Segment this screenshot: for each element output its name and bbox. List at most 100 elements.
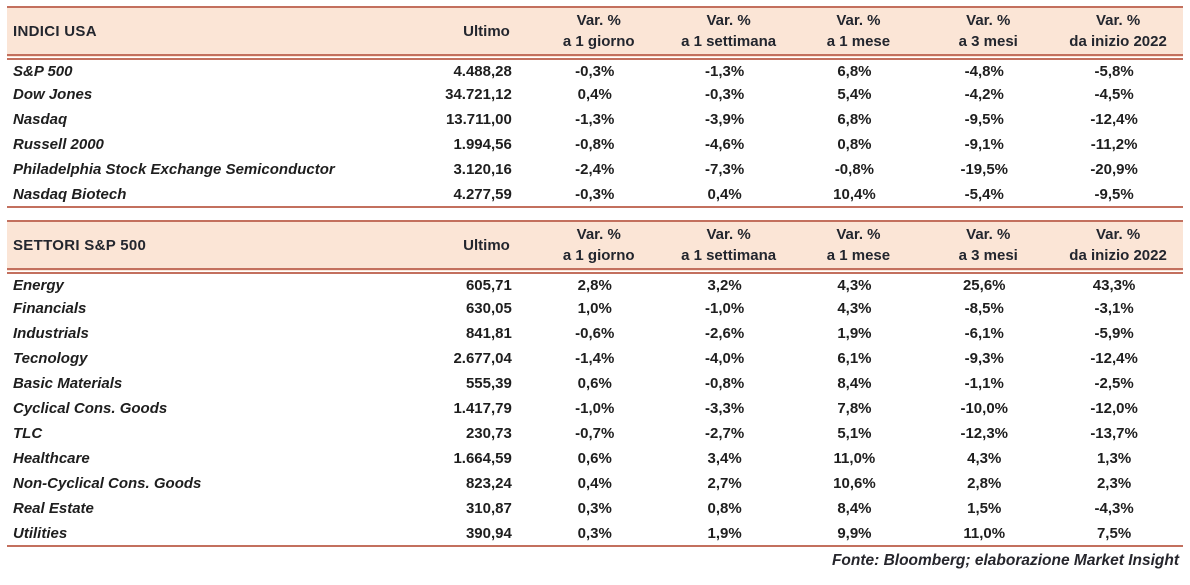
period-label: a 1 giorno (562, 33, 635, 50)
var-value: 4,3% (837, 300, 872, 317)
ultimo-value: 841,81 (465, 325, 512, 342)
var-value: 5,4% (837, 86, 872, 103)
period-label: a 3 mesi (958, 247, 1018, 264)
ultimo-value: 390,94 (465, 524, 512, 542)
var-value: 2,8% (577, 276, 612, 294)
table-row: Dow Jones 34.721,12 0,4% -0,3% 5,4% -4,2% -4,5… (7, 82, 1183, 107)
var-value: -3,3% (704, 400, 745, 417)
var-3-mesi-column-header: Var. % a 3 mesi (923, 7, 1054, 60)
var-value: -5,8% (1094, 62, 1134, 80)
var-value: 7,8% (837, 400, 872, 417)
period-label: a 3 mesi (958, 33, 1018, 50)
var-value: 10,4% (833, 185, 876, 203)
var-value: -20,9% (1090, 161, 1138, 178)
row-label: Basic Materials (13, 375, 123, 392)
var-value: 2,7% (707, 475, 742, 492)
row-label: Dow Jones (13, 86, 93, 103)
period-label: da inizio 2022 (1069, 247, 1167, 264)
table-row: Tecnology 2.677,04 -1,4% -4,0% 6,1% -9,3% -12,… (7, 346, 1183, 371)
period-label: a 1 mese (826, 33, 891, 50)
ultimo-value: 3.120,16 (453, 161, 512, 178)
var-label: Var. % (576, 226, 621, 243)
var-value: 0,3% (577, 500, 612, 517)
var-value: -2,7% (704, 425, 745, 442)
ultimo-value: 555,39 (465, 375, 512, 392)
row-label: Nasdaq Biotech (13, 185, 127, 203)
row-label: Utilities (13, 524, 68, 542)
var-value: -7,3% (704, 161, 745, 178)
header-row: SETTORI S&P 500 Ultimo Var. % a 1 giorno… (7, 221, 1183, 274)
var-value: 6,8% (837, 62, 872, 80)
var-value: -1,0% (704, 300, 745, 317)
row-label: Real Estate (13, 500, 94, 517)
var-label: Var. % (706, 226, 751, 243)
row-label: TLC (13, 425, 43, 442)
row-label: Financials (13, 300, 87, 317)
var-label: Var. % (576, 12, 621, 29)
var-value: -0,7% (575, 425, 615, 442)
table-row: Healthcare 1.664,59 0,6% 3,4% 11,0% 4,3% 1,3% (7, 446, 1183, 471)
ultimo-value: 1.664,59 (453, 450, 512, 467)
var-value: -1,4% (575, 350, 615, 367)
ultimo-value: 230,73 (465, 425, 512, 442)
var-value: 10,6% (833, 475, 876, 492)
var-value: -2,6% (704, 325, 745, 342)
var-3-mesi-column-header: Var. % a 3 mesi (923, 221, 1054, 274)
table-row: Non-Cyclical Cons. Goods 823,24 0,4% 2,7% 10… (7, 471, 1183, 496)
period-label: a 1 giorno (562, 247, 635, 264)
var-value: -10,0% (960, 400, 1008, 417)
var-value: -0,3% (575, 62, 615, 80)
var-value: -0,8% (704, 375, 745, 392)
period-label: a 1 settimana (681, 33, 777, 50)
var-value: -0,8% (834, 161, 874, 178)
var-value: -0,8% (575, 136, 615, 153)
var-label: Var. % (706, 12, 751, 29)
var-1-giorno-column-header: Var. % a 1 giorno (533, 221, 664, 274)
var-value: 0,4% (707, 185, 742, 203)
var-label: Var. % (966, 226, 1011, 243)
table-row: Real Estate 310,87 0,3% 0,8% 8,4% 1,5% -4,3% (7, 496, 1183, 521)
table-title-indici-usa: INDICI USA (7, 7, 387, 60)
table-row: Nasdaq Biotech 4.277,59 -0,3% 0,4% 10,4% -5,4… (7, 182, 1183, 207)
table-row: S&P 500 4.488,28 -0,3% -1,3% 6,8% -4,8% -5,8% (7, 57, 1183, 82)
var-value: 7,5% (1096, 524, 1132, 542)
ultimo-value: 13.711,00 (445, 111, 512, 128)
ultimo-value: 310,87 (465, 500, 512, 517)
var-value: -3,1% (1094, 300, 1134, 317)
row-label: Russell 2000 (13, 136, 104, 153)
var-label: Var. % (836, 12, 881, 29)
var-value: -12,0% (1090, 400, 1138, 417)
table-row: TLC 230,73 -0,7% -2,7% 5,1% -12,3% -13,7% (7, 421, 1183, 446)
var-inizio-2022-column-header: Var. % da inizio 2022 (1053, 7, 1183, 60)
var-1-giorno-column-header: Var. % a 1 giorno (533, 7, 664, 60)
var-value: 1,9% (837, 325, 872, 342)
var-1-settimana-column-header: Var. % a 1 settimana (663, 7, 794, 60)
var-value: 4,3% (837, 276, 872, 294)
row-label: Cyclical Cons. Goods (13, 400, 168, 417)
row-label: Tecnology (13, 350, 88, 367)
table-row: Russell 2000 1.994,56 -0,8% -4,6% 0,8% -9,1% -… (7, 132, 1183, 157)
var-value: 0,4% (577, 475, 612, 492)
var-label: Var. % (1095, 12, 1141, 29)
var-value: -1,1% (964, 375, 1004, 392)
var-value: 6,1% (837, 350, 872, 367)
table-row: Cyclical Cons. Goods 1.417,79 -1,0% -3,3% 7,… (7, 396, 1183, 421)
var-value: 1,5% (967, 500, 1002, 517)
indici-usa-body: S&P 500 4.488,28 -0,3% -1,3% 6,8% -4,8% -5,8% D… (7, 57, 1183, 207)
var-value: 11,0% (963, 524, 1006, 542)
var-value: -4,5% (1094, 86, 1134, 103)
indici-usa-table: INDICI USA Ultimo Var. % a 1 giorno Var.… (7, 6, 1183, 208)
var-value: 43,3% (1092, 276, 1136, 294)
period-label: a 1 settimana (681, 247, 777, 264)
var-value: -12,3% (960, 425, 1008, 442)
ultimo-value: 4.488,28 (453, 62, 512, 80)
var-value: 1,3% (1096, 450, 1132, 467)
table-row: Philadelphia Stock Exchange Semiconducto… (7, 157, 1183, 182)
settori-sp500-body: Energy 605,71 2,8% 3,2% 4,3% 25,6% 43,3% Financ… (7, 271, 1183, 546)
var-value: -3,9% (704, 111, 745, 128)
var-value: -12,4% (1090, 350, 1138, 367)
var-value: -5,4% (964, 185, 1004, 203)
var-value: 8,4% (837, 375, 872, 392)
var-value: -6,1% (964, 325, 1004, 342)
var-value: 8,4% (837, 500, 872, 517)
